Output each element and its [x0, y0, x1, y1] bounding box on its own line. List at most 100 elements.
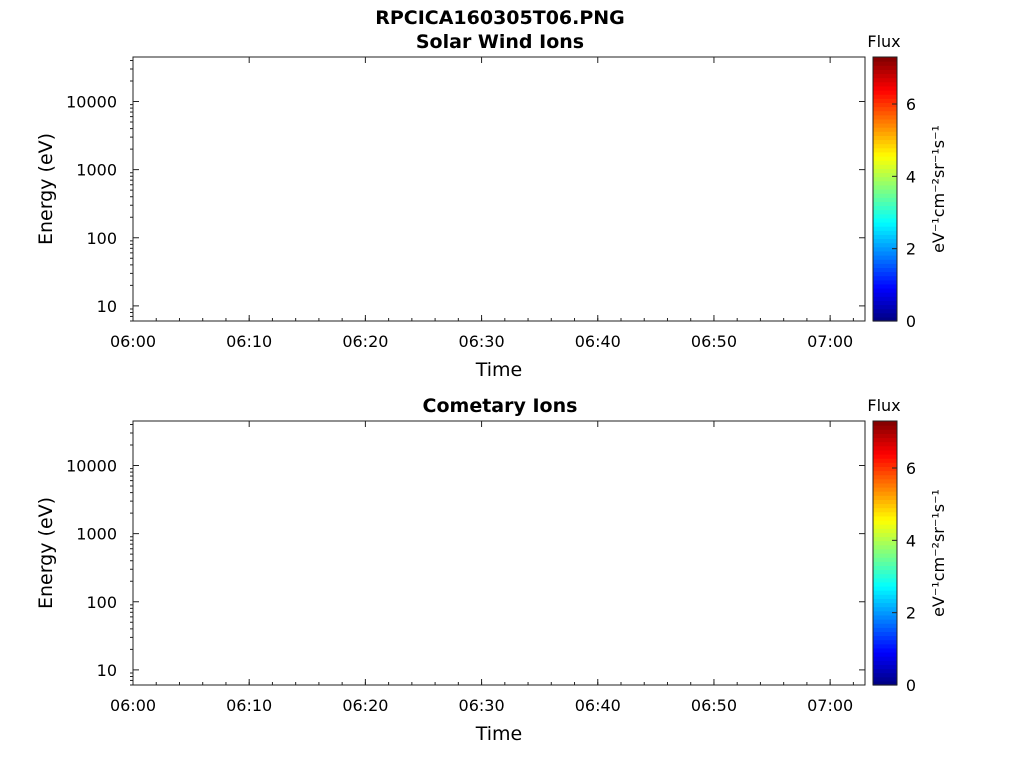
y-tick-label: 1000: [76, 161, 117, 180]
colorbar-tick-label: 4: [906, 167, 916, 186]
colorbar-segment: [873, 520, 897, 525]
colorbar-segment: [873, 197, 897, 202]
colorbar-title: Flux: [867, 32, 900, 51]
colorbar-segment: [873, 433, 897, 439]
colorbar-segment: [873, 90, 897, 95]
colorbar-tick-label: 0: [906, 312, 916, 331]
colorbar-segment: [873, 507, 897, 513]
panel-cometary-ions: Cometary Ions 06:00 06:10 06:20 06:30 06:40 0…: [35, 395, 948, 745]
x-tick-label: 06:10: [226, 332, 272, 351]
colorbar-segment: [873, 610, 897, 616]
colorbar-segment: [873, 631, 897, 637]
y-tick-label: 10000: [66, 457, 117, 476]
x-tick-label: 06:00: [110, 696, 156, 715]
x-tick-label: 06:30: [459, 332, 505, 351]
colorbar-segment: [873, 664, 897, 670]
colorbar-segment: [873, 606, 897, 612]
colorbar-segment: [873, 189, 897, 194]
y-tick-label: 10000: [66, 93, 117, 112]
colorbar-segment: [873, 598, 897, 604]
colorbar-segment: [873, 312, 897, 318]
colorbar-segment: [873, 238, 897, 244]
x-axis-ticks: 06:00 06:10 06:20 06:30 06:40 06:50 07:00: [110, 57, 854, 351]
x-tick-label: 06:30: [459, 696, 505, 715]
colorbar-segment: [873, 296, 897, 301]
colorbar-segment: [873, 573, 897, 579]
x-axis-label: Time: [475, 359, 523, 381]
colorbar-segment: [873, 441, 897, 447]
colorbar-segment: [873, 619, 897, 624]
colorbar-segment: [873, 482, 897, 488]
colorbar: 0 2 4 6: [872, 56, 916, 331]
colorbar-segment: [873, 77, 897, 83]
y-tick-label: 10: [97, 661, 117, 680]
colorbar-segment: [873, 118, 897, 124]
plot-frame: [132, 56, 866, 322]
colorbar-segment: [873, 250, 897, 256]
colorbar-segment: [873, 656, 897, 661]
x-tick-label: 06:50: [691, 696, 737, 715]
colorbar-segment: [873, 594, 897, 599]
colorbar: 0 2 4 6: [872, 420, 916, 695]
y-tick-label: 1000: [76, 525, 117, 544]
colorbar-segment: [873, 230, 897, 235]
colorbar-segment: [873, 647, 897, 653]
colorbar-segment: [873, 156, 897, 161]
colorbar-segment: [873, 213, 897, 219]
colorbar-segment: [873, 680, 897, 686]
colorbar-segment: [873, 454, 897, 459]
colorbar-segment: [873, 288, 897, 293]
colorbar-segment: [873, 586, 897, 591]
colorbar-segment: [873, 193, 897, 198]
colorbar-segment: [873, 131, 897, 136]
colorbar-segment: [873, 652, 897, 657]
colorbar-frame: [872, 56, 898, 322]
colorbar-segment: [873, 561, 897, 566]
plot-area: [133, 421, 865, 685]
colorbar-segment: [873, 255, 897, 260]
colorbar-segment: [873, 151, 897, 157]
y-axis-label: Energy (eV): [35, 497, 57, 609]
figure-file-title: RPCICA160305T06.PNG: [375, 7, 625, 29]
colorbar-segment: [873, 123, 897, 128]
colorbar-segment: [873, 581, 897, 587]
colorbar-segment: [873, 421, 897, 426]
x-tick-label: 06:20: [342, 332, 388, 351]
panel-title: Cometary Ions: [423, 395, 578, 417]
colorbar-segment: [873, 474, 897, 480]
colorbar-segment: [873, 61, 897, 66]
colorbar-segment: [873, 65, 897, 70]
x-tick-label: 06:20: [342, 696, 388, 715]
colorbar-segment: [873, 147, 897, 153]
colorbar-segment: [873, 102, 897, 108]
colorbar-segment: [873, 106, 897, 112]
colorbar-segment: [873, 524, 897, 529]
colorbar-segment: [873, 569, 897, 575]
x-tick-label: 06:50: [691, 332, 737, 351]
colorbar-segment: [873, 222, 897, 227]
colorbar-title: Flux: [867, 396, 900, 415]
colorbar-segment: [873, 172, 897, 178]
colorbar-segment: [873, 511, 897, 517]
colorbar-segment: [873, 271, 897, 277]
x-tick-label: 07:00: [807, 332, 853, 351]
colorbar-segment: [873, 184, 897, 190]
colorbar-segment: [873, 470, 897, 476]
colorbar-segment: [873, 487, 897, 492]
colorbar-segment: [873, 635, 897, 641]
y-axis-ticks: 10 100 1000 10000: [66, 423, 865, 686]
colorbar-segment: [873, 164, 897, 169]
colorbar-segment: [873, 602, 897, 608]
x-axis-label: Time: [475, 723, 523, 745]
colorbar-segment: [873, 283, 897, 289]
colorbar-segment: [873, 73, 897, 79]
colorbar-segment: [873, 660, 897, 665]
colorbar-segment: [873, 532, 897, 538]
colorbar-segment: [873, 226, 897, 231]
colorbar-segment: [873, 466, 897, 472]
y-tick-label: 10: [97, 297, 117, 316]
colorbar-segment: [873, 127, 897, 132]
colorbar-segment: [873, 548, 897, 554]
colorbar-segment: [873, 528, 897, 533]
colorbar-segment: [873, 503, 897, 509]
